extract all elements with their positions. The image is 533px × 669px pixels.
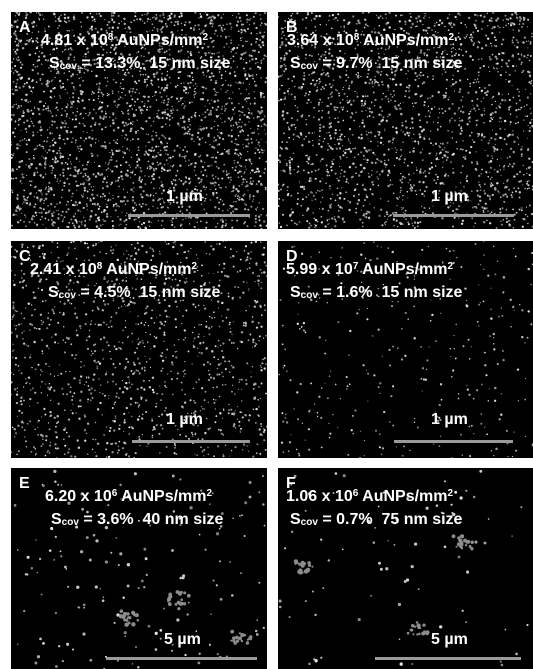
panel-letter: C [19,248,31,265]
density-label: 5.99 x 107 AuNPs/mm2 [286,261,453,279]
particle-size: 15 nm size [139,284,221,301]
coverage-value: = 13.3% [76,55,141,72]
density-exponent: 8 [96,261,103,272]
particle-size: 75 nm size [381,511,463,528]
coverage-symbol: S [49,55,60,72]
density-mantissa: 5.99 x 10 [286,261,353,278]
coverage-value: = 0.7% [317,511,373,528]
particle-size: 15 nm size [381,55,463,72]
coverage-symbol: S [290,284,301,301]
density-label: 1.06 x 106 AuNPs/mm2 [286,488,453,506]
particle-size: 15 nm size [381,284,463,301]
density-unit: AuNPs/mm [358,261,448,278]
scalebar [132,440,250,443]
nanoparticle-image [278,469,529,667]
panel-letter: A [19,19,31,36]
coverage-label: Scov = 13.3% 15 nm size [49,55,230,73]
scalebar [393,214,514,217]
density-mantissa: 3.64 x 10 [287,32,354,49]
density-exponent: 8 [107,32,114,43]
density-unit: AuNPs/mm [117,488,207,505]
panel-f: F 1.06 x 106 AuNPs/mm2 Scov = 0.7% 75 nm… [278,468,533,669]
coverage-subscript: cov [61,517,79,528]
scalebar-label: 1 µm [166,411,203,428]
density-mantissa: 4.81 x 10 [41,32,108,49]
density-label: 4.81 x 108 AuNPs/mm2 [41,32,208,50]
panel-d: D 5.99 x 107 AuNPs/mm2 Scov = 1.6% 15 nm… [278,241,533,458]
coverage-label: Scov = 3.6% 40 nm size [51,511,223,529]
particle-size: 40 nm size [142,511,224,528]
panel-letter: D [286,248,298,265]
unit-exponent: 2 [191,261,198,272]
unit-exponent: 2 [447,261,454,272]
scalebar [106,657,257,660]
density-exponent: 7 [352,261,359,272]
scalebar-label: 5 µm [431,631,468,648]
nanoparticle-image [11,12,267,229]
density-unit: AuNPs/mm [358,488,448,505]
density-label: 3.64 x 108 AuNPs/mm2 [287,32,454,50]
coverage-label: Scov = 0.7% 75 nm size [290,511,462,529]
coverage-subscript: cov [300,517,318,528]
particle-size: 15 nm size [149,55,231,72]
density-exponent: 8 [353,32,360,43]
nanoparticle-image [278,12,533,229]
coverage-symbol: S [290,55,301,72]
nanoparticle-image [11,241,267,458]
coverage-subscript: cov [300,61,318,72]
coverage-value: = 9.7% [317,55,373,72]
density-mantissa: 1.06 x 10 [286,488,353,505]
density-unit: AuNPs/mm [359,32,449,49]
density-label: 6.20 x 106 AuNPs/mm2 [45,488,212,506]
panel-b: B 3.64 x 108 AuNPs/mm2 Scov = 9.7% 15 nm… [278,12,533,229]
coverage-symbol: S [51,511,62,528]
coverage-subscript: cov [59,61,77,72]
coverage-label: Scov = 4.5% 15 nm size [48,284,220,302]
coverage-value: = 1.6% [317,284,373,301]
density-unit: AuNPs/mm [113,32,203,49]
nanoparticle-image [13,469,266,669]
panel-e: E 6.20 x 106 AuNPs/mm2 Scov = 3.6% 40 nm… [11,468,267,669]
coverage-label: Scov = 9.7% 15 nm size [290,55,462,73]
coverage-value: = 4.5% [75,284,131,301]
density-mantissa: 6.20 x 10 [45,488,112,505]
unit-exponent: 2 [448,32,455,43]
scalebar [394,440,513,443]
panel-letter: E [19,475,30,492]
coverage-symbol: S [48,284,59,301]
scalebar-label: 1 µm [431,411,468,428]
scalebar [128,214,250,217]
density-exponent: 6 [111,488,118,499]
scalebar [375,657,521,660]
density-unit: AuNPs/mm [102,261,192,278]
coverage-subscript: cov [58,290,76,301]
coverage-value: = 3.6% [78,511,134,528]
density-mantissa: 2.41 x 10 [30,261,97,278]
density-label: 2.41 x 108 AuNPs/mm2 [30,261,197,279]
panel-letter: B [286,19,298,36]
density-exponent: 6 [352,488,359,499]
unit-exponent: 2 [447,488,454,499]
unit-exponent: 2 [202,32,209,43]
coverage-subscript: cov [300,290,318,301]
panel-a: A 4.81 x 108 AuNPs/mm2 Scov = 13.3% 15 n… [11,12,267,229]
panel-c: C 2.41 x 108 AuNPs/mm2 Scov = 4.5% 15 nm… [11,241,267,458]
scalebar-label: 5 µm [164,631,201,648]
coverage-symbol: S [290,511,301,528]
coverage-label: Scov = 1.6% 15 nm size [290,284,462,302]
nanoparticle-image [278,241,533,458]
scalebar-label: 1 µm [431,188,468,205]
unit-exponent: 2 [206,488,213,499]
panel-letter: F [286,475,296,492]
scalebar-label: 1 µm [166,188,203,205]
